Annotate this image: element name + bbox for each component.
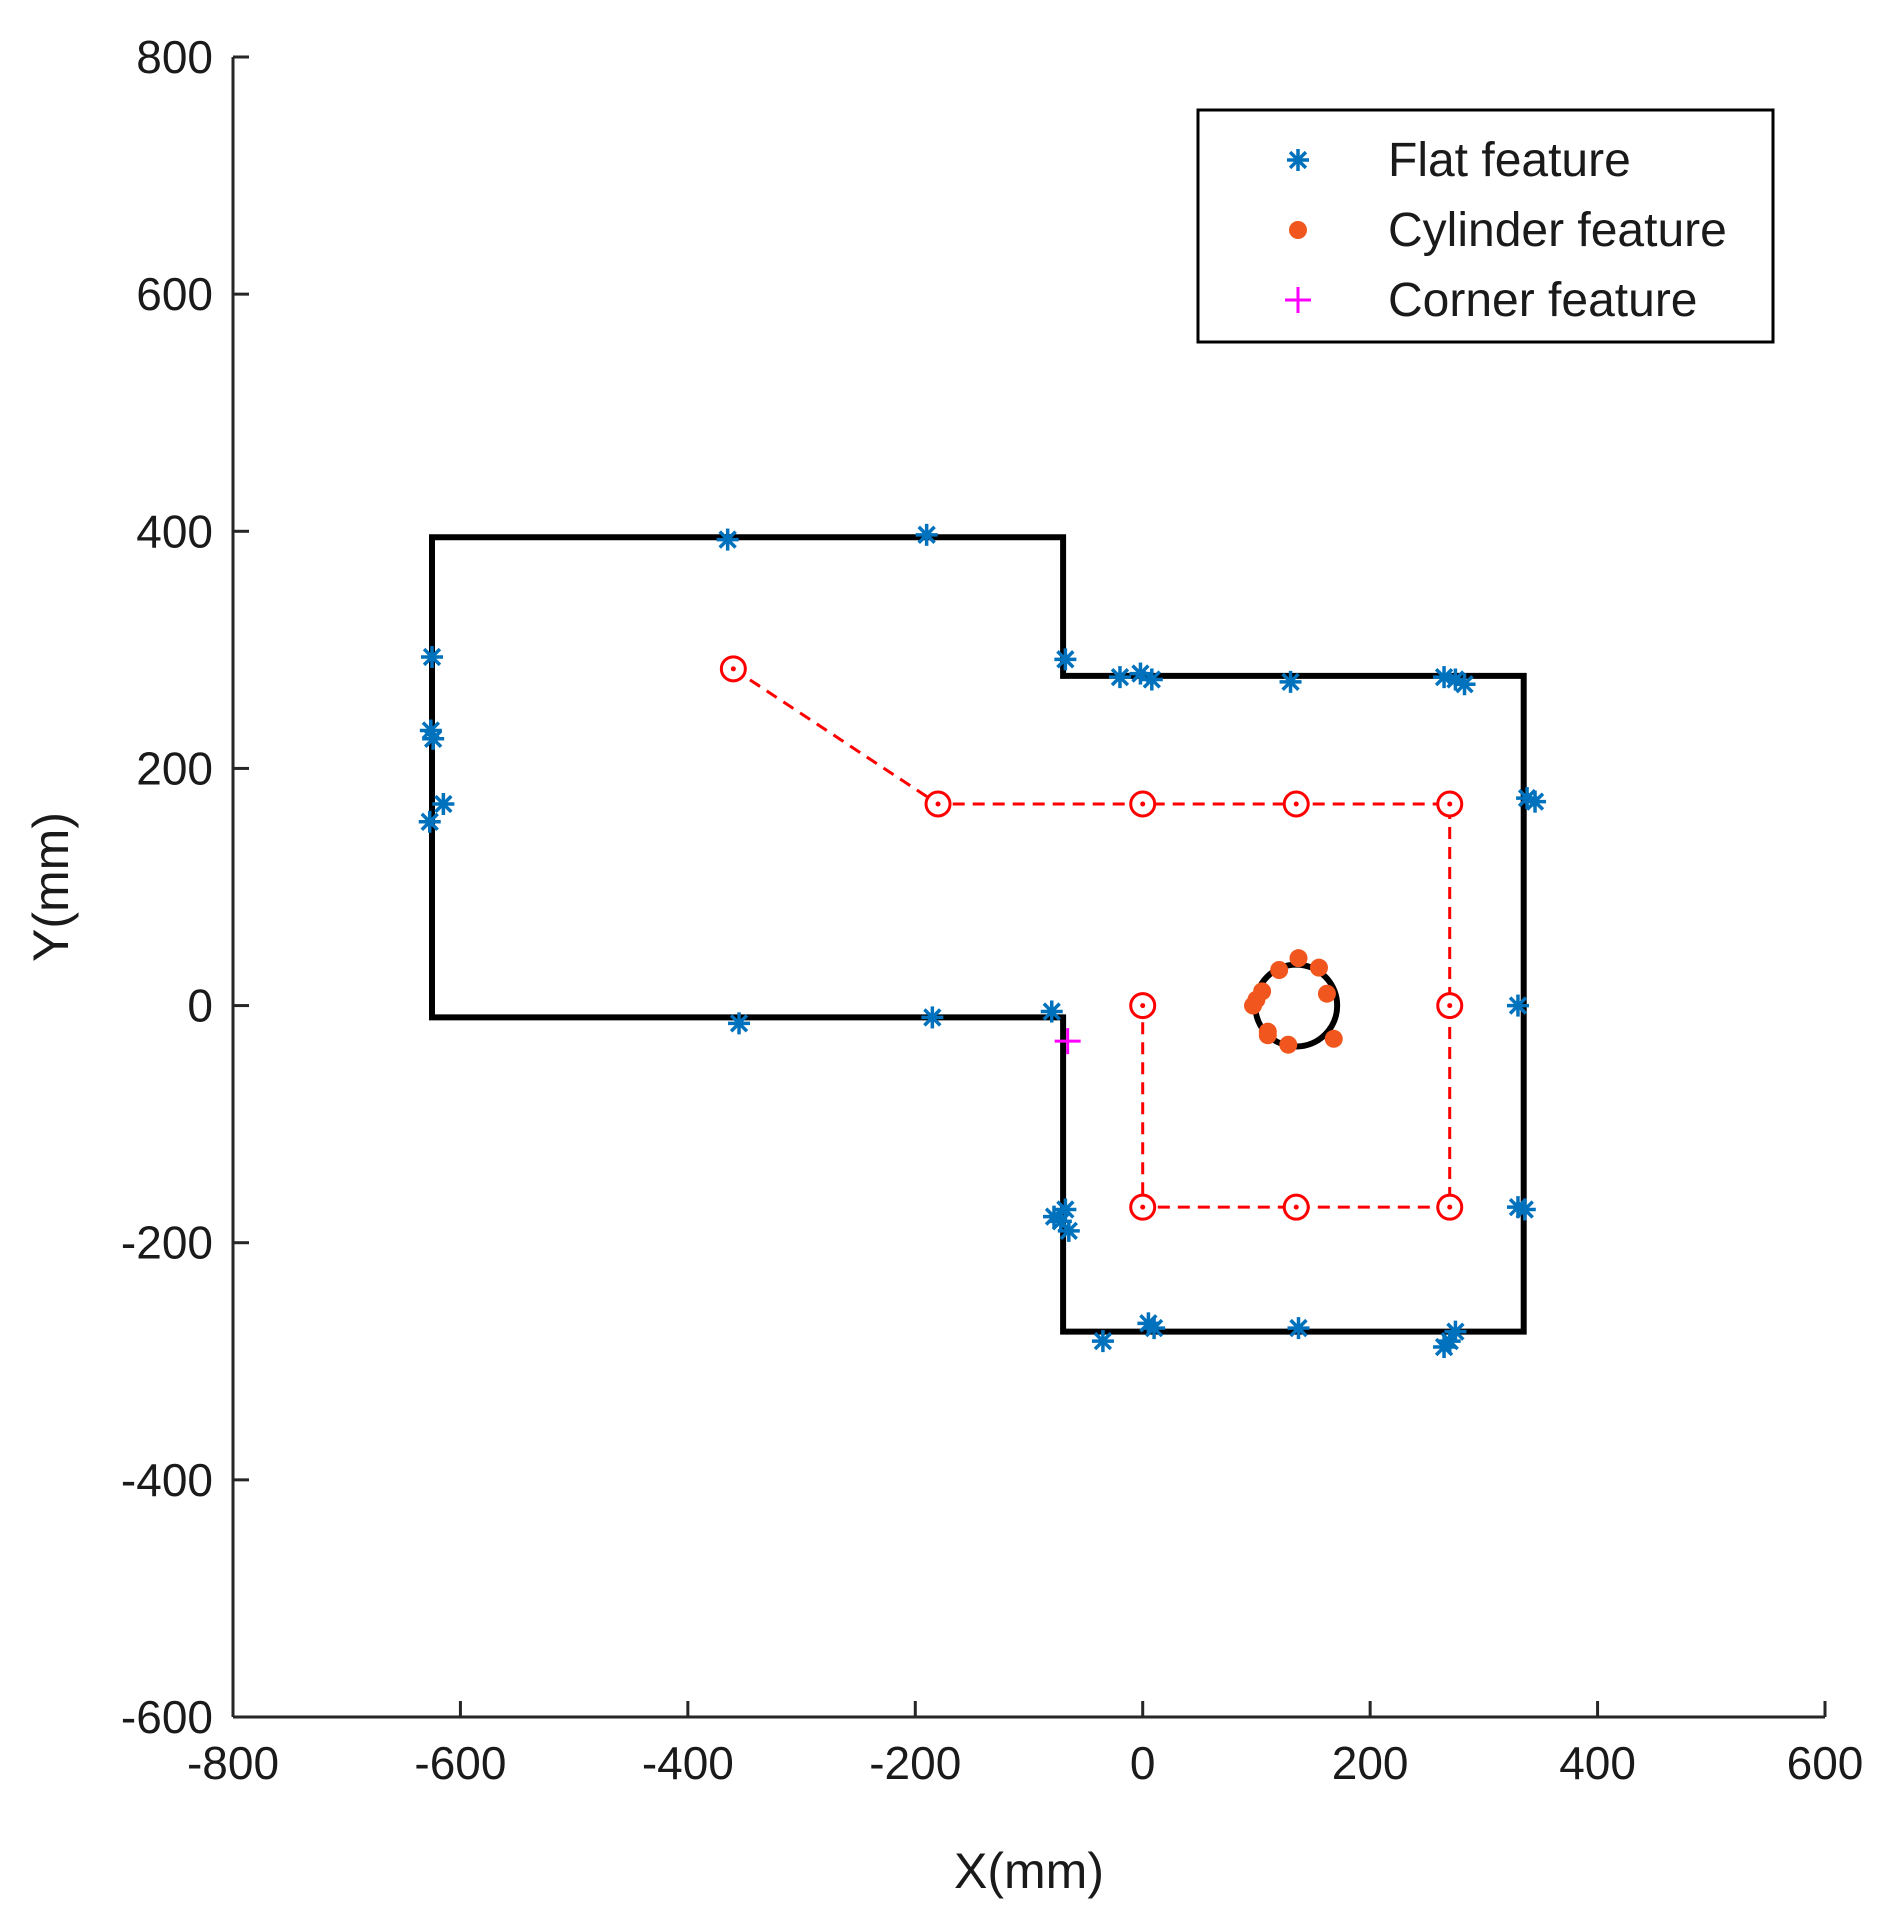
x-tick-label: -400 <box>642 1737 734 1789</box>
cylinder-feature-point <box>1289 949 1308 968</box>
path-waypoint <box>1129 1193 1157 1221</box>
x-tick-label: 600 <box>1787 1737 1864 1789</box>
flat-feature-point <box>1287 1317 1310 1340</box>
y-tick-label: 600 <box>136 268 213 320</box>
path-waypoint <box>1129 790 1157 818</box>
path-waypoint <box>1129 992 1157 1020</box>
y-tick-label: 0 <box>187 980 213 1032</box>
flat-feature-point <box>1108 666 1131 689</box>
cylinder-feature-point <box>1309 958 1328 977</box>
flat-feature-point <box>716 528 739 551</box>
flat-feature-point <box>1524 790 1547 813</box>
path-waypoint <box>924 790 952 818</box>
legend-cylinder-feature-point <box>1289 221 1307 239</box>
cylinder-feature-point <box>1324 1029 1343 1048</box>
x-tick-label: -200 <box>869 1737 961 1789</box>
x-tick-label: -800 <box>187 1737 279 1789</box>
flat-feature-point <box>728 1012 751 1035</box>
flat-feature-point <box>1040 1000 1063 1023</box>
robot-path-line <box>732 667 1452 1209</box>
legend: Flat feature Cylinder feature Corner fea… <box>1196 108 1775 344</box>
flat-feature-point <box>1140 668 1163 691</box>
flat-feature-point <box>418 810 441 833</box>
y-tick-label: 400 <box>136 505 213 557</box>
y-axis-title: Y(mm) <box>23 812 79 962</box>
flat-feature-point <box>921 1006 944 1029</box>
y-ticks: -600 -400 -200 0 200 400 600 800 <box>121 31 249 1743</box>
x-tick-label: 0 <box>1130 1737 1156 1789</box>
corner-feature-point <box>1054 1028 1081 1055</box>
legend-marker-corner <box>1285 287 1311 313</box>
path-waypoint <box>1282 1193 1310 1221</box>
series-star <box>418 523 1547 1359</box>
y-tick-label: 800 <box>136 31 213 83</box>
environment-outline <box>429 534 1527 1335</box>
flat-feature-point <box>1513 1198 1536 1221</box>
flat-feature-point <box>422 727 445 750</box>
y-tick-label: 200 <box>136 742 213 794</box>
flat-feature-point <box>915 523 938 546</box>
cylinder-feature-point <box>1253 982 1272 1001</box>
flat-feature-point <box>1049 1210 1072 1233</box>
legend-marker-cylinder <box>1289 221 1307 239</box>
x-axis-title: X(mm) <box>954 1843 1104 1899</box>
legend-corner-feature-point <box>1285 287 1311 313</box>
y-tick-label: -200 <box>121 1217 213 1269</box>
path-waypoint <box>1436 790 1464 818</box>
flat-feature-point <box>1453 673 1476 696</box>
legend-flat-feature-point <box>1287 149 1309 171</box>
legend-label-cylinder: Cylinder feature <box>1388 204 1727 257</box>
legend-marker-flat <box>1287 149 1309 171</box>
flat-feature-point <box>421 645 443 668</box>
y-tick-label: -400 <box>121 1454 213 1506</box>
axes <box>231 57 1825 1719</box>
cylinder-feature-point <box>1270 961 1289 979</box>
series-layer <box>418 523 1547 1359</box>
series-plus <box>1054 1028 1081 1055</box>
flat-feature-point <box>1054 648 1077 671</box>
cylinder-feature-point <box>1279 1035 1298 1054</box>
legend-box <box>1196 108 1775 344</box>
cylinder-feature-point <box>1317 984 1336 1003</box>
flat-feature-point <box>1279 670 1302 693</box>
legend-label-corner: Corner feature <box>1388 274 1698 327</box>
flat-feature-point <box>1506 994 1529 1017</box>
path-waypoint <box>1436 992 1464 1020</box>
x-tick-label: 200 <box>1332 1737 1409 1789</box>
x-tick-label: -600 <box>414 1737 506 1789</box>
series-dot <box>1244 949 1343 1054</box>
flat-feature-point <box>1091 1330 1114 1353</box>
y-tick-label: -600 <box>121 1691 213 1743</box>
x-ticks: -800 -600 -400 -200 0 200 400 600 <box>187 1701 1863 1789</box>
path-waypoint <box>719 655 747 683</box>
flat-feature-point <box>432 793 455 815</box>
cylinder-feature-point <box>1258 1026 1277 1045</box>
x-tick-label: 400 <box>1559 1737 1636 1789</box>
flat-feature-point <box>1143 1317 1166 1340</box>
plot-area <box>418 523 1547 1359</box>
flat-feature-point <box>1444 1320 1467 1343</box>
path-waypoint <box>1436 1193 1464 1221</box>
robot-path-points <box>719 655 1464 1221</box>
legend-label-flat: Flat feature <box>1388 134 1631 187</box>
flat-feature-point <box>1433 1336 1456 1359</box>
path-waypoint <box>1282 790 1310 818</box>
